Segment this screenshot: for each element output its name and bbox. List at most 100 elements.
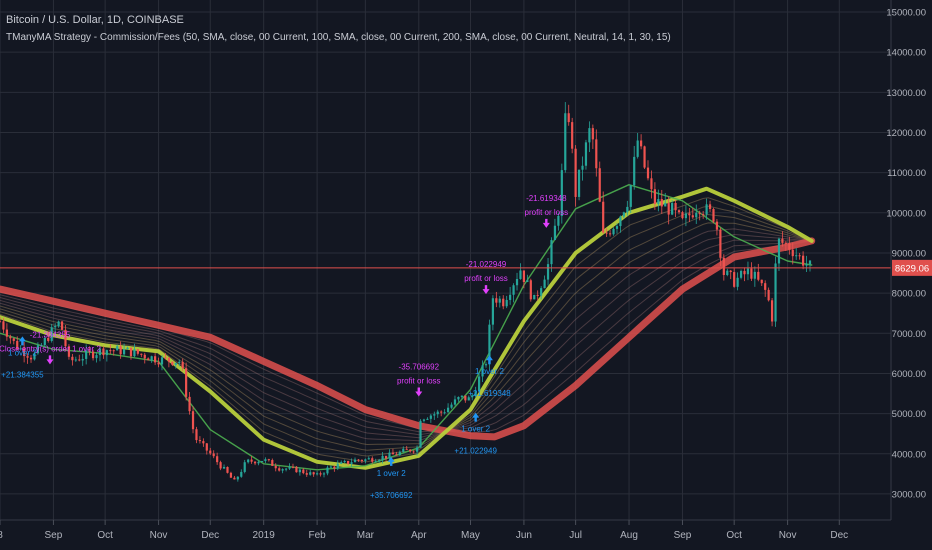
candle-body	[774, 263, 777, 322]
candle-body	[653, 189, 656, 204]
x-tick-label: Jul	[569, 530, 582, 541]
candle-body	[129, 347, 133, 357]
candle-body	[564, 113, 567, 171]
y-axis[interactable]: 15000.00 14000.00 13000.00 12000.00 11000.00…	[886, 8, 926, 501]
trade-label: +21.384355	[1, 370, 44, 379]
candle-body	[715, 221, 719, 230]
candle-body	[309, 472, 312, 475]
candle-body	[446, 407, 450, 413]
candle-body	[722, 257, 725, 276]
candle-body	[391, 452, 395, 455]
candle-body	[802, 255, 805, 266]
y-tick-label: 12000.00	[886, 128, 926, 139]
candle-body	[746, 268, 750, 275]
candle-body	[553, 225, 557, 241]
candle-body	[81, 358, 84, 361]
candle-body	[33, 353, 36, 360]
candle-body	[209, 450, 212, 454]
candle-body	[278, 468, 281, 471]
ribbon-line	[0, 205, 812, 457]
x-tick-label: Aug	[620, 530, 638, 541]
candle-body	[664, 203, 667, 207]
candle-body	[160, 357, 164, 365]
candle-body	[360, 460, 364, 462]
candle-body	[126, 347, 129, 350]
candle-body	[546, 264, 550, 280]
x-axis[interactable]: 8 Sep Oct Nov Dec 2019 Feb Mar Apr May Jun Jul Aug Se…	[0, 520, 848, 541]
candle-body	[302, 469, 305, 474]
y-tick-label: 5000.00	[892, 409, 926, 420]
x-tick-label: Sep	[45, 530, 63, 541]
candle-body	[436, 411, 439, 415]
candle-body	[795, 255, 798, 257]
candle-body	[464, 395, 467, 401]
candle-body	[550, 240, 553, 265]
candle-body	[336, 463, 339, 469]
candle-body	[605, 232, 608, 234]
candle-body	[433, 414, 436, 416]
candle-body	[474, 391, 477, 396]
candle-body	[274, 465, 277, 469]
candle-body	[426, 418, 429, 420]
candle-body	[757, 271, 760, 280]
candle-body	[29, 357, 33, 360]
candle-body	[167, 357, 170, 362]
candle-body	[191, 411, 195, 430]
candle-body	[412, 451, 415, 453]
candle-body	[260, 461, 264, 463]
candle-body	[243, 462, 246, 472]
candle-body	[88, 350, 91, 352]
candle-body	[733, 272, 736, 287]
last-price-line: 8629.06	[0, 259, 932, 276]
candle-body	[384, 455, 388, 459]
candle-body	[636, 140, 639, 157]
y-tick-label: 13000.00	[886, 88, 926, 99]
candle-body	[202, 441, 205, 444]
candle-body	[395, 454, 398, 456]
candle-body	[760, 279, 763, 284]
candle-body	[667, 203, 670, 215]
candle-body	[343, 460, 346, 463]
candle-body	[598, 168, 601, 202]
candle-body	[329, 466, 332, 468]
candle-body	[791, 249, 794, 257]
candle-body	[381, 455, 384, 461]
candle-body	[784, 242, 787, 244]
study-legend[interactable]: TManyMA Strategy - Commission/Fees (50, …	[6, 32, 671, 43]
sell-arrow-icon	[46, 355, 54, 365]
candle-body	[808, 260, 812, 265]
candle-body	[509, 294, 512, 300]
candle-body	[502, 298, 505, 307]
candle-body	[702, 214, 705, 216]
candle-body	[147, 358, 150, 361]
candle-body	[557, 215, 560, 226]
y-tick-label: 7000.00	[892, 329, 926, 340]
candle-body	[577, 169, 581, 197]
candle-body	[691, 215, 694, 218]
candle-body	[529, 280, 532, 300]
candle-body	[677, 210, 681, 213]
candle-body	[312, 472, 315, 475]
candle-body	[2, 321, 5, 330]
candle-body	[750, 268, 753, 279]
candle-body	[229, 472, 233, 478]
candle-body	[157, 362, 160, 365]
candle-body	[643, 146, 646, 168]
x-tick-label: Dec	[830, 530, 848, 541]
trade-label: profit or loss	[397, 376, 441, 385]
candle-body	[708, 204, 712, 209]
candle-body	[767, 289, 770, 301]
candle-body	[140, 353, 143, 355]
candle-body	[105, 350, 108, 356]
ribbon-line	[0, 222, 812, 446]
candle-body	[181, 361, 184, 369]
ribbon-line	[0, 213, 812, 451]
candle-body	[226, 466, 229, 473]
candle-body	[388, 452, 391, 459]
candle-body	[326, 467, 329, 474]
candle-body	[257, 461, 260, 464]
sell-arrow-icon	[542, 218, 550, 228]
candle-body	[219, 462, 222, 469]
candle-body	[357, 459, 360, 461]
